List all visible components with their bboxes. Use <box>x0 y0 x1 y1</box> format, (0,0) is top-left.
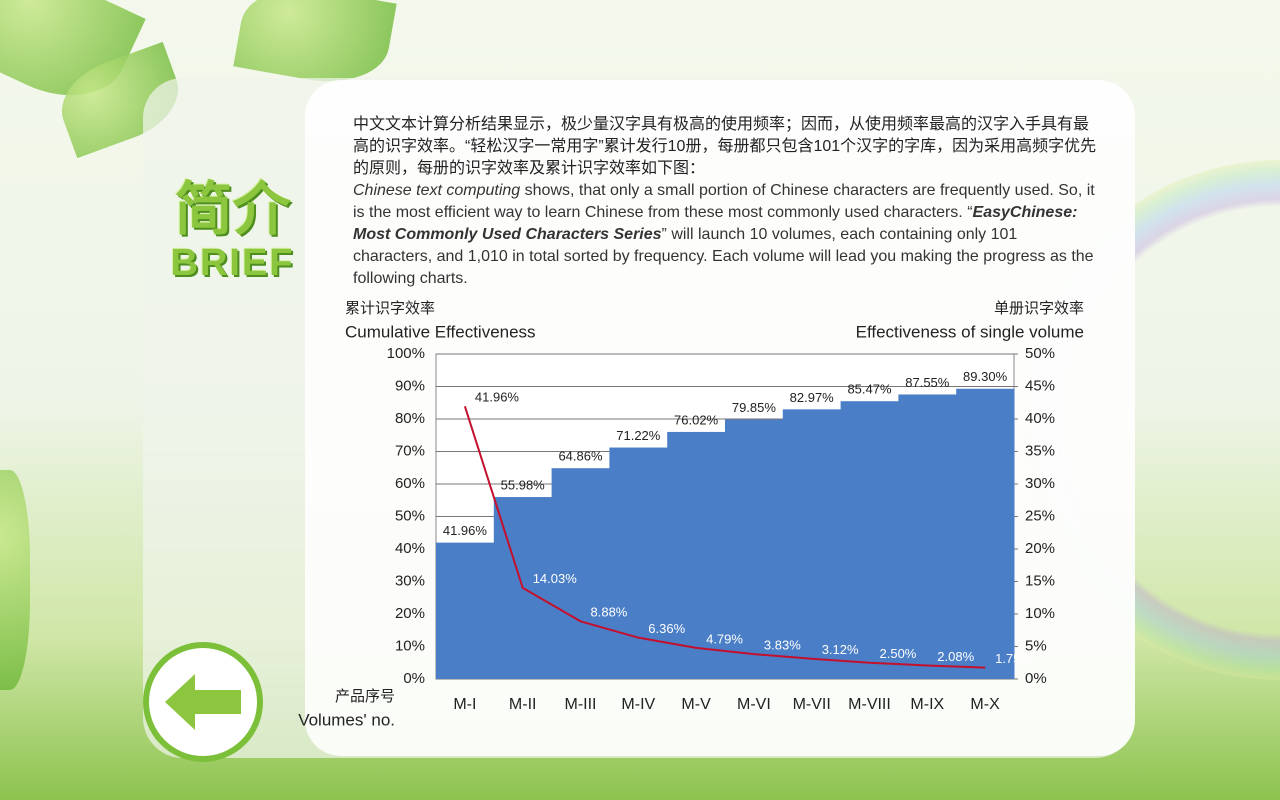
y-axis-title: 累计识字效率 <box>345 300 435 317</box>
y-tick-label: 100% <box>387 345 425 362</box>
y-axis-title: Cumulative Effectiveness <box>345 322 536 341</box>
x-tick-label: M-V <box>681 696 711 713</box>
y-tick-label: 70% <box>395 442 425 459</box>
cumulative-bar <box>551 468 610 679</box>
y2-tick-label: 5% <box>1025 637 1047 654</box>
y-tick-label: 0% <box>403 670 425 687</box>
cumulative-bar <box>782 409 842 679</box>
y2-tick-label: 0% <box>1025 670 1047 687</box>
intro-en-part: shows, that only a small portion of Chin… <box>353 182 1095 221</box>
value-label: 55.98% <box>501 478 546 493</box>
intro-en: Chinese text computing shows, that only … <box>353 180 1098 290</box>
value-label: 14.03% <box>533 571 578 586</box>
x-tick-label: M-VII <box>793 696 831 713</box>
y2-tick-label: 10% <box>1025 605 1055 622</box>
value-label: 4.79% <box>706 631 743 646</box>
back-arrow <box>165 674 241 730</box>
y2-tick-label: 30% <box>1025 475 1055 492</box>
y2-tick-label: 40% <box>1025 410 1055 427</box>
intro-en-part: EasyChinese: Most Commonly Used Characte… <box>353 204 1078 243</box>
value-label: 2.08% <box>937 649 974 664</box>
x-tick-label: M-VI <box>737 696 771 713</box>
cumulative-bar <box>609 447 668 679</box>
intro-text: 中文文本计算分析结果显示，极少量汉字具有极高的使用频率；因而，从使用频率最高的汉… <box>353 114 1098 290</box>
y-tick-label: 60% <box>395 475 425 492</box>
value-label: 87.55% <box>905 375 950 390</box>
x-tick-label: M-I <box>453 696 476 713</box>
y2-tick-label: 25% <box>1025 507 1055 524</box>
value-label: 76.02% <box>674 412 719 427</box>
y2-axis-title: 单册识字效率 <box>994 300 1084 317</box>
value-label: 41.96% <box>475 390 520 405</box>
value-label: 8.88% <box>591 605 628 620</box>
value-label: 3.12% <box>822 642 859 657</box>
y-tick-label: 10% <box>395 637 425 654</box>
cumulative-bar <box>725 419 784 679</box>
value-label: 85.47% <box>847 382 892 397</box>
y2-tick-label: 15% <box>1025 572 1055 589</box>
intro-en-part: ” will launch 10 volumes, each containin… <box>353 226 1094 287</box>
intro-zh: 中文文本计算分析结果显示，极少量汉字具有极高的使用频率；因而，从使用频率最高的汉… <box>353 116 1097 177</box>
x-tick-label: M-II <box>509 696 537 713</box>
y-tick-label: 30% <box>395 572 425 589</box>
tree-decoration <box>0 470 30 690</box>
cumulative-bar <box>840 401 899 679</box>
cumulative-bar <box>898 394 957 679</box>
cumulative-bar <box>436 542 495 679</box>
value-label: 1.75% <box>995 651 1032 666</box>
cumulative-bar <box>956 388 1015 679</box>
y2-tick-label: 20% <box>1025 540 1055 557</box>
y2-tick-label: 50% <box>1025 345 1055 362</box>
single-volume-line <box>463 405 986 669</box>
value-label: 2.50% <box>880 646 917 661</box>
y-tick-label: 80% <box>395 410 425 427</box>
value-label: 89.30% <box>963 369 1008 384</box>
arrow-shape <box>165 674 241 730</box>
y2-tick-label: 35% <box>1025 442 1055 459</box>
value-label: 3.83% <box>764 638 801 653</box>
value-label: 41.96% <box>443 523 488 538</box>
value-label: 82.97% <box>790 390 835 405</box>
value-label: 79.85% <box>732 400 777 415</box>
value-label: 64.86% <box>558 449 603 464</box>
y-tick-label: 50% <box>395 507 425 524</box>
value-label: 71.22% <box>616 428 661 443</box>
intro-en-part: Chinese text computing <box>353 182 521 199</box>
x-tick-label: M-VIII <box>848 696 891 713</box>
y-tick-label: 20% <box>395 605 425 622</box>
x-axis-title: Volumes' no. <box>298 710 395 729</box>
x-tick-label: M-IV <box>621 696 655 713</box>
y2-axis-title: Effectiveness of single volume <box>856 322 1084 341</box>
y-tick-label: 40% <box>395 540 425 557</box>
title-zh: 简介 <box>174 177 291 242</box>
title-en: BRIEF <box>170 242 295 284</box>
cumulative-bar <box>667 431 726 679</box>
y-tick-label: 90% <box>395 377 425 394</box>
x-tick-label: M-III <box>565 696 597 713</box>
x-tick-label: M-X <box>970 696 1000 713</box>
x-axis-title: 产品序号 <box>335 688 395 705</box>
x-tick-label: M-IX <box>910 696 944 713</box>
y2-tick-label: 45% <box>1025 377 1055 394</box>
value-label: 6.36% <box>648 621 685 636</box>
back-button[interactable] <box>143 642 263 762</box>
